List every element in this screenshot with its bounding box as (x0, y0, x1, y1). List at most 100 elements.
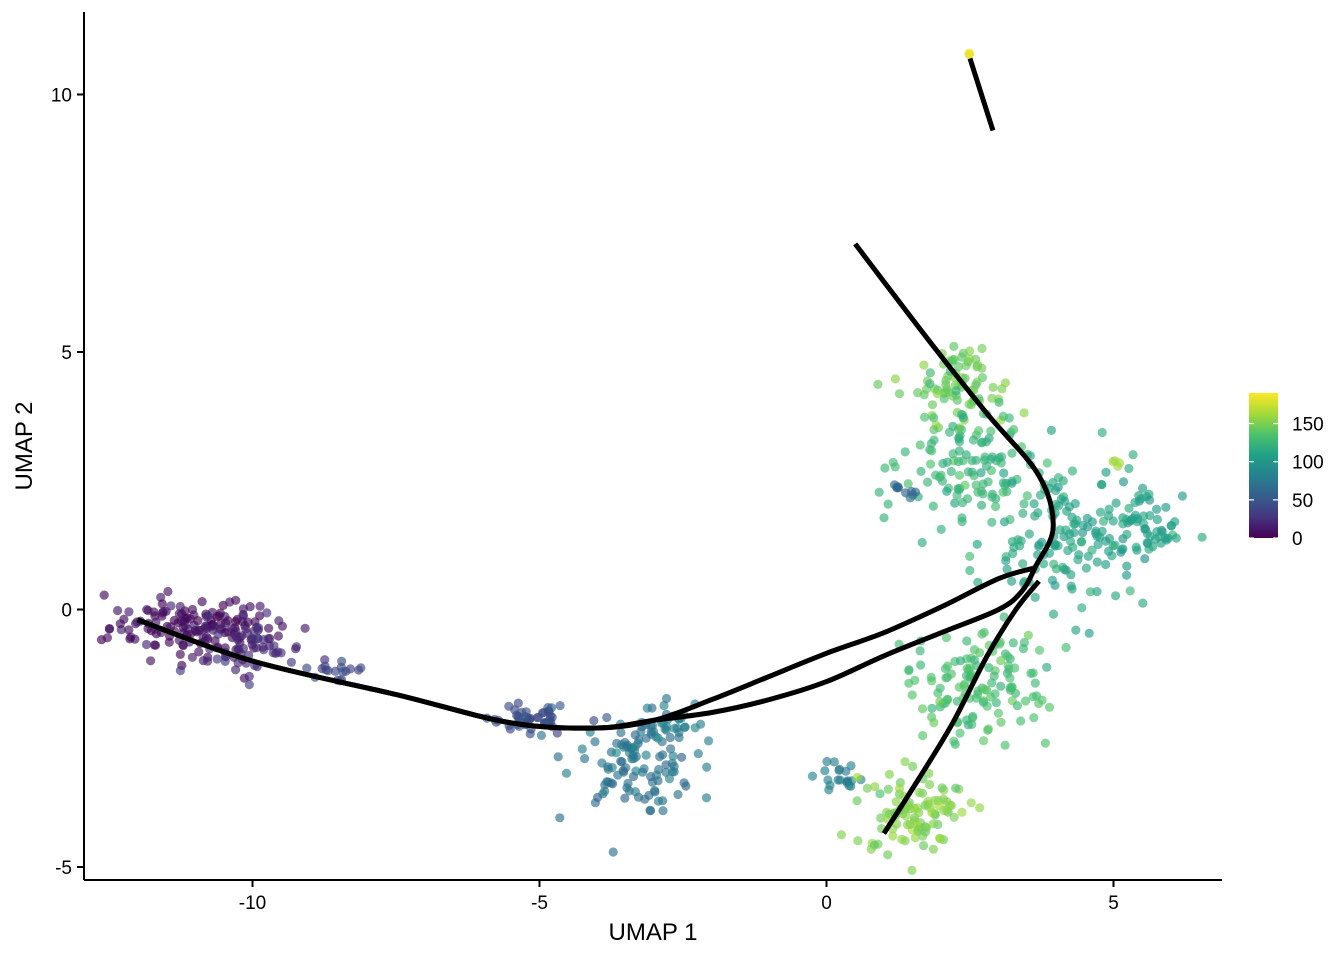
scatter-point (1145, 495, 1155, 505)
scatter-point (965, 671, 975, 682)
scatter-point (1097, 427, 1107, 438)
scatter-point (1023, 630, 1033, 640)
scatter-point (1122, 570, 1132, 580)
scatter-point (1078, 528, 1088, 538)
scatter-point (580, 754, 590, 764)
scatter-point (870, 782, 880, 792)
scatter-point (949, 812, 959, 822)
scatter-point (513, 698, 523, 708)
scatter-point (646, 726, 656, 737)
scatter-point (989, 671, 999, 681)
trajectory-line (881, 579, 1041, 835)
scatter-point (888, 831, 898, 841)
scatter-point (914, 787, 924, 798)
scatter-point (994, 453, 1004, 463)
scatter-point (1021, 696, 1031, 706)
scatter-point (957, 807, 967, 817)
scatter-point (1007, 682, 1017, 692)
colorbar-tick-label: 0 (1292, 529, 1303, 550)
scatter-point (951, 783, 961, 793)
scatter-point (954, 433, 964, 443)
scatter-point (223, 616, 233, 626)
scatter-point (143, 605, 153, 616)
scatter-point (942, 486, 952, 496)
scatter-point (987, 393, 997, 403)
scatter-point (1040, 738, 1050, 748)
scatter-point (125, 634, 135, 644)
scatter-point (1009, 424, 1019, 435)
scatter-point (175, 649, 185, 660)
scatter-point (194, 625, 204, 635)
scatter-point (895, 783, 905, 794)
scatter-point (620, 737, 630, 748)
scatter-point (852, 796, 862, 806)
scatter-point (922, 823, 932, 833)
scatter-point (1007, 576, 1017, 586)
scatter-point (1005, 673, 1015, 683)
scatter-point (900, 757, 910, 767)
scatter-point (555, 813, 565, 823)
scatter-point (987, 452, 997, 462)
scatter-point (597, 758, 607, 768)
scatter-point (874, 487, 884, 497)
scatter-point (175, 666, 185, 676)
x-tick-label: -10 (239, 893, 266, 914)
scatter-point (852, 772, 863, 783)
scatter-point (690, 723, 700, 733)
scatter-point (1022, 491, 1032, 501)
scatter-point (915, 646, 925, 656)
scatter-point (913, 824, 923, 835)
scatter-point (555, 701, 565, 711)
scatter-point (608, 847, 618, 857)
scatter-point (1077, 603, 1087, 613)
scatter-point (935, 834, 946, 844)
scatter-point (883, 850, 893, 860)
scatter-point (674, 732, 684, 743)
scatter-point (238, 604, 248, 614)
scatter-point (320, 661, 330, 671)
scatter-point (630, 742, 640, 752)
colorbar-tick-label: 150 (1292, 415, 1324, 436)
scatter-point (514, 713, 524, 723)
scatter-point (894, 389, 905, 399)
scatter-point (853, 836, 863, 846)
scatter-point (924, 768, 934, 779)
scatter-point (978, 697, 989, 708)
scatter-point (883, 784, 893, 794)
x-tick-label: 5 (1108, 893, 1119, 914)
scatter-point (988, 382, 998, 392)
scatter-point (1049, 559, 1059, 569)
scatter-point (966, 400, 976, 410)
scatter-point (833, 775, 843, 785)
scatter-point (1042, 458, 1052, 468)
scatter-point (244, 680, 254, 690)
scatter-point (157, 599, 167, 609)
scatter-point (1122, 529, 1132, 540)
scatter-point (1140, 554, 1150, 564)
scatter-point (953, 484, 963, 494)
scatter-point (904, 665, 914, 675)
scatter-point (255, 601, 265, 611)
scatter-point (980, 684, 990, 695)
scatter-point (939, 394, 949, 404)
scatter-point (1003, 651, 1013, 662)
colorbar-gradient (1249, 393, 1278, 538)
scatter-point (927, 712, 937, 722)
scatter-point (1124, 503, 1134, 513)
scatter-point (1152, 514, 1162, 525)
scatter-point (993, 708, 1004, 718)
scatter-point (209, 621, 219, 631)
scatter-point (940, 664, 951, 674)
scatter-point (964, 354, 975, 364)
scatter-point (954, 470, 965, 480)
scatter-point (928, 819, 938, 829)
scatter-point (1122, 561, 1132, 571)
scatter-point (1024, 529, 1034, 539)
scatter-point (975, 803, 985, 813)
scatter-point (954, 682, 964, 692)
scatter-point (807, 771, 818, 781)
scatter-point (124, 625, 134, 635)
scatter-point (866, 844, 876, 854)
scatter-point (264, 623, 274, 633)
y-tick-label: 5 (61, 343, 72, 364)
